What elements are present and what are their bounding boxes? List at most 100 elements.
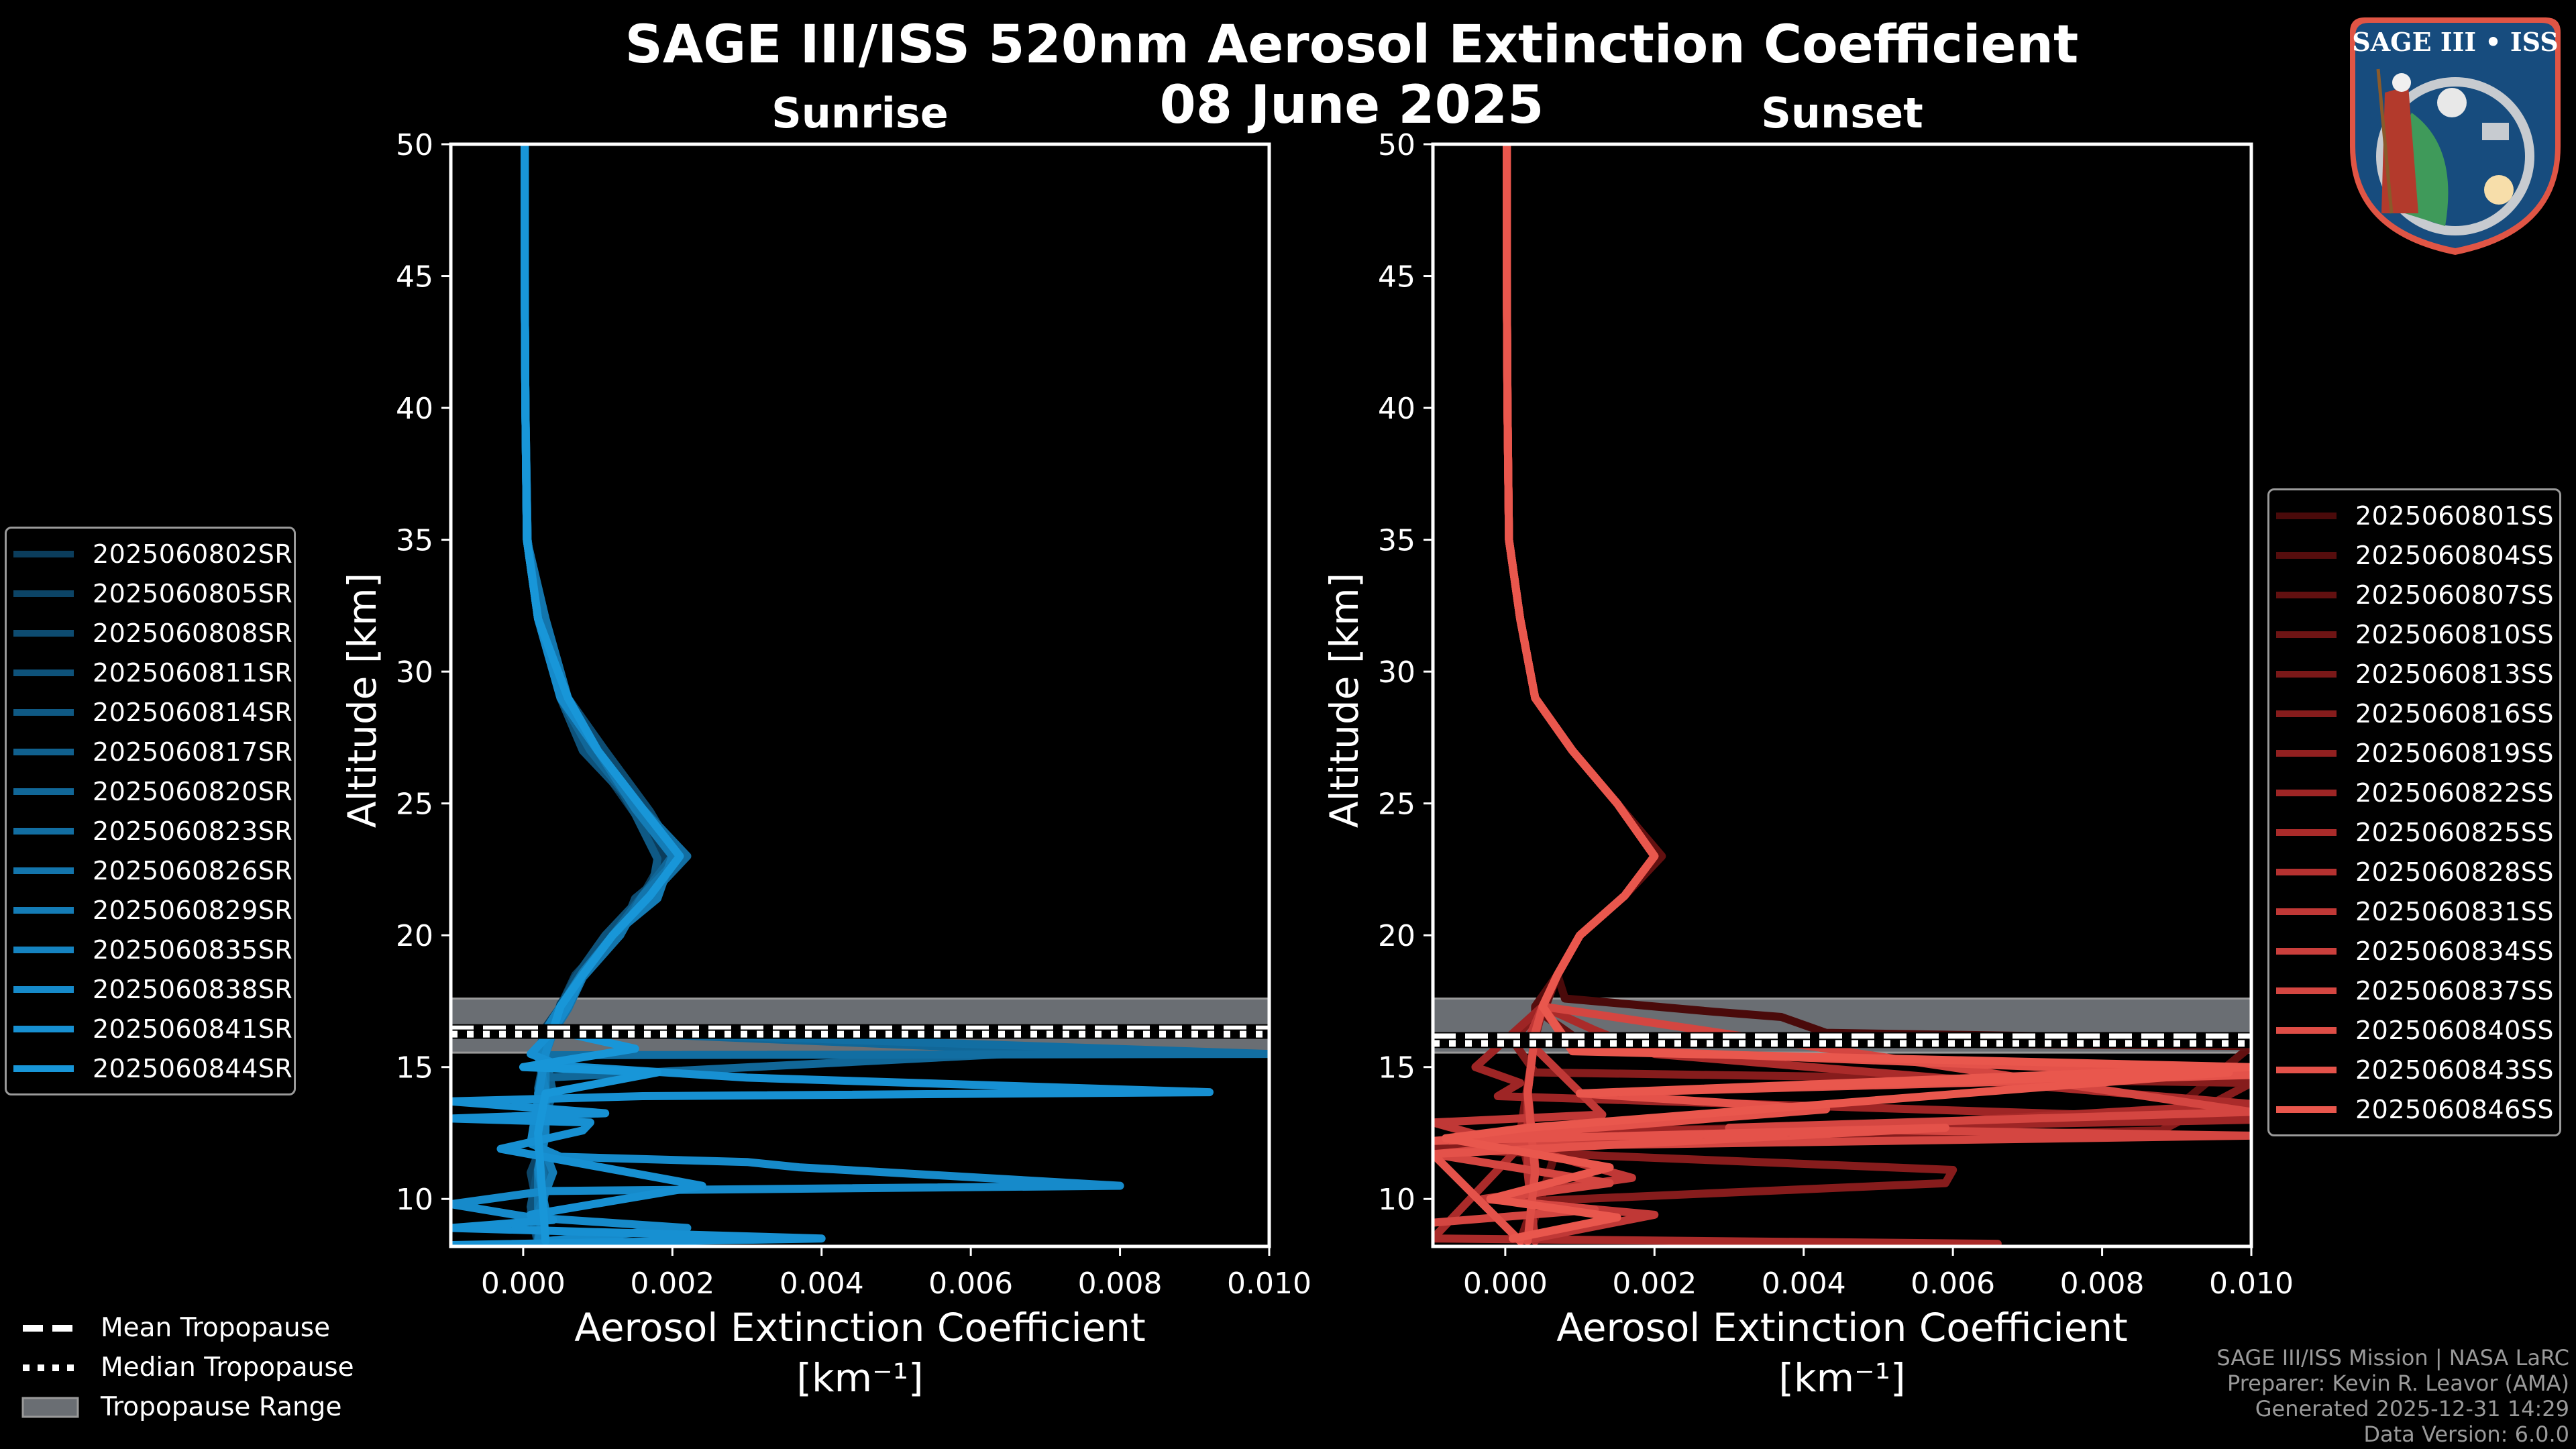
legend-label: 2025060817SR (93, 737, 293, 767)
legend-item: 2025060841SR (7, 1009, 294, 1049)
legend-label: Mean Tropopause (101, 1313, 331, 1343)
legend-label: 2025060802SR (93, 539, 293, 569)
legend-line-swatch-icon (2276, 512, 2337, 519)
legend-label: 2025060810SS (2355, 619, 2555, 649)
x-tick-label: 0.000 (1463, 1267, 1548, 1301)
legend-label: 2025060837SS (2355, 975, 2555, 1006)
legend-label: 2025060843SS (2355, 1055, 2555, 1085)
footer-mission: SAGE III/ISS Mission | NASA LaRC (2216, 1345, 2569, 1371)
legend-item: 2025060837SS (2269, 971, 2559, 1010)
legend-item: 2025060828SS (2269, 852, 2559, 892)
legend-item: 2025060814SR (7, 692, 294, 732)
legend-line-swatch-icon (13, 1025, 74, 1032)
x-tick-label: 0.004 (780, 1267, 864, 1301)
series-group (1433, 144, 2251, 1246)
legend-item: 2025060811SR (7, 653, 294, 692)
x-tick-label: 0.008 (2060, 1267, 2145, 1301)
legend-item: 2025060835SR (7, 930, 294, 969)
legend-label: 2025060804SS (2355, 540, 2555, 570)
legend-line-swatch-icon (2276, 591, 2337, 598)
legend-item: 2025060801SS (2269, 496, 2559, 535)
legend-line-swatch-icon (13, 827, 74, 835)
range-swatch-icon (21, 1397, 79, 1417)
legend-item: 2025060813SS (2269, 654, 2559, 694)
x-tick-label: 0.006 (928, 1267, 1013, 1301)
legend-line-swatch-icon (2276, 1066, 2337, 1073)
legend-label: 2025060838SR (93, 974, 293, 1004)
y-tick-label: 10 (1378, 1183, 1415, 1217)
legend-line-swatch-icon (13, 946, 74, 953)
legend-line-swatch-icon (2276, 947, 2337, 955)
legend-item: 2025060820SR (7, 771, 294, 811)
y-tick-label: 45 (1378, 260, 1415, 294)
x-axis-unit-sunrise: [km⁻¹] (796, 1355, 924, 1401)
plot-frame (449, 142, 1271, 1248)
legend-label: Tropopause Range (101, 1392, 342, 1422)
legend-label: 2025060831SS (2355, 896, 2555, 926)
legend-line-swatch-icon (2276, 789, 2337, 796)
legend-item: 2025060822SS (2269, 773, 2559, 812)
legend-line-swatch-icon (13, 629, 74, 637)
legend-line-swatch-icon (2276, 710, 2337, 717)
sage-iii-iss-mission-patch-icon: SAGE III • ISS (2350, 17, 2561, 255)
y-tick-label: 25 (396, 788, 433, 822)
legend-sunset: 2025060801SS 2025060804SS 2025060807SS 2025… (2267, 488, 2561, 1136)
legend-label: Median Tropopause (101, 1352, 354, 1383)
footer-credits: SAGE III/ISS Mission | NASA LaRC Prepare… (2216, 1345, 2569, 1447)
y-axis-label-sunrise: Altitude [km] (339, 572, 385, 828)
y-tick-label: 40 (1378, 392, 1415, 426)
plot-area-sunrise: 10 15 20 25 30 35 40 45 50 0.000 0.002 0.004 0.006 0.… (396, 128, 1311, 1301)
legend-label: 2025060822SS (2355, 777, 2555, 808)
legend-line-swatch-icon (13, 708, 74, 716)
y-tick-label: 25 (1378, 788, 1415, 822)
legend-line-swatch-icon (13, 1065, 74, 1072)
legend-label: 2025060816SS (2355, 698, 2555, 729)
legend-label: 2025060841SR (93, 1014, 293, 1044)
footer-generated: Generated 2025-12-31 14:29 (2255, 1396, 2569, 1421)
legend-label: 2025060835SR (93, 934, 293, 965)
legend-line-swatch-icon (13, 748, 74, 755)
y-tick-label: 20 (1378, 919, 1415, 953)
legend-label: 2025060823SR (93, 816, 293, 846)
legend-item: 2025060808SR (7, 613, 294, 653)
panel-title-sunrise: Sunrise (771, 89, 949, 138)
legend-item-median-tropopause: Median Tropopause (20, 1348, 354, 1387)
legend-item: 2025060838SR (7, 969, 294, 1009)
legend-item: 2025060807SS (2269, 575, 2559, 614)
legend-item: 2025060819SS (2269, 733, 2559, 773)
legend-item: 2025060804SS (2269, 535, 2559, 575)
plot-area-sunset: 10 15 20 25 30 35 40 45 50 0.000 0.002 0.004 0.006 0.… (1378, 128, 2294, 1301)
x-tick-label: 0.000 (481, 1267, 566, 1301)
legend-line-swatch-icon (13, 669, 74, 676)
y-tick-label: 45 (396, 260, 433, 294)
y-tick-label: 50 (1378, 128, 1415, 162)
legend-item: 2025060834SS (2269, 931, 2559, 971)
legend-line-swatch-icon (2276, 1106, 2337, 1113)
legend-line-swatch-icon (13, 788, 74, 795)
legend-line-swatch-icon (2276, 868, 2337, 875)
chart-title: SAGE III/ISS 520nm Aerosol Extinction Co… (625, 15, 2079, 75)
series-group (451, 144, 1269, 1246)
legend-label: 2025060819SS (2355, 738, 2555, 768)
legend-line-swatch-icon (2276, 1026, 2337, 1034)
legend-line-swatch-icon (2276, 908, 2337, 915)
y-tick-label: 50 (396, 128, 433, 162)
x-axis-label-sunrise: Aerosol Extinction Coefficient (574, 1305, 1146, 1350)
y-tick-label: 10 (396, 1183, 433, 1217)
legend-label: 2025060807SS (2355, 580, 2555, 610)
y-tick-label: 35 (396, 524, 433, 558)
legend-item: 2025060816SS (2269, 694, 2559, 733)
legend-item: 2025060817SR (7, 732, 294, 771)
legend-line-swatch-icon (13, 906, 74, 914)
dotted-line-icon (23, 1364, 80, 1371)
y-tick-label: 15 (396, 1051, 433, 1085)
x-tick-label: 0.002 (1612, 1267, 1697, 1301)
legend-label: 2025060805SR (93, 578, 293, 608)
legend-line-swatch-icon (13, 590, 74, 597)
legend-line-swatch-icon (2276, 828, 2337, 836)
profile-line-2025060822SS (1471, 144, 2251, 1137)
legend-item: 2025060844SR (7, 1049, 294, 1088)
x-tick-label: 0.010 (2209, 1267, 2294, 1301)
y-tick-label: 20 (396, 919, 433, 953)
legend-item: 2025060823SR (7, 811, 294, 851)
